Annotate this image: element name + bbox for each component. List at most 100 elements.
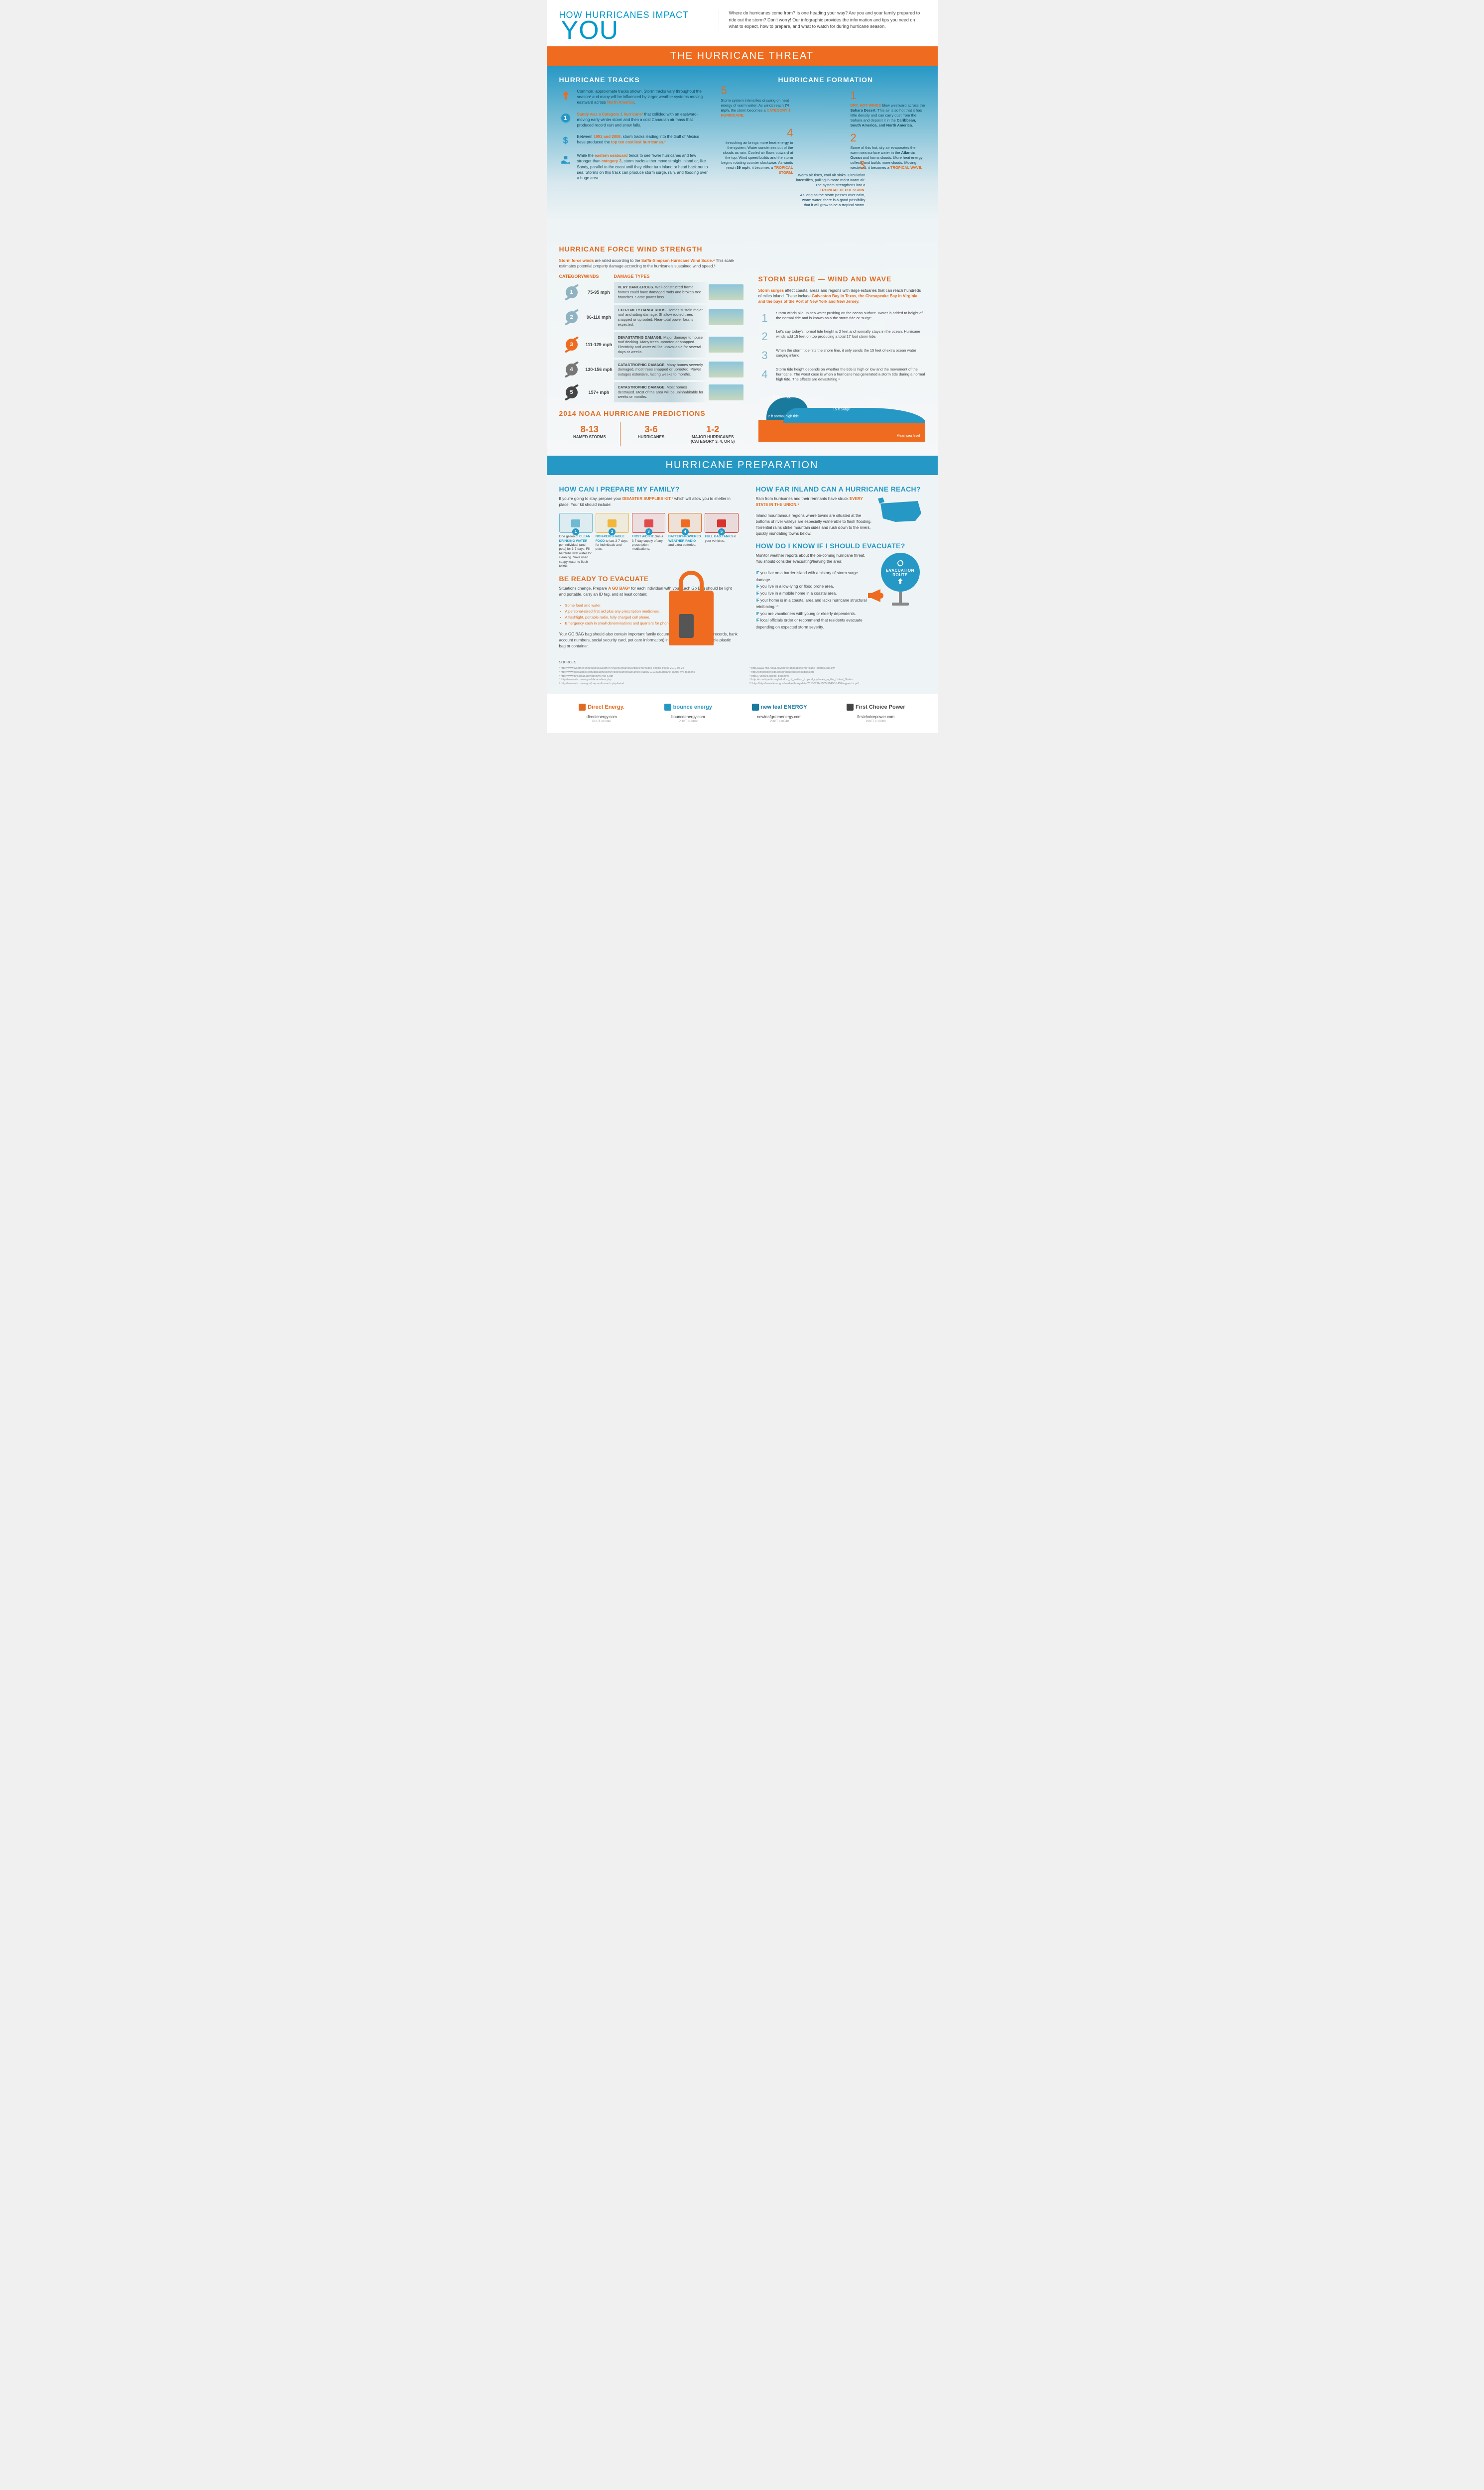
damage-description: DEVASTATING DAMAGE. Major damage to hous… [614, 332, 709, 358]
source-line: ⁶ http://www.nhc.noaa.gov/surge/animatio… [749, 667, 925, 671]
hurricane-formation-block: HURRICANE FORMATION 1DRY, HOT WINDS blow… [724, 76, 925, 235]
kit-item-4: 4 BATTERY-POWERED WEATHER RADIO and extr… [668, 513, 702, 569]
evac-sign-l1: EVACUATION [886, 568, 914, 573]
surge-intro: Storm surges affect coastal areas and re… [758, 288, 925, 305]
sponsor-url: newleafgreenenergy.com [752, 715, 807, 719]
surge-step-number: 3 [758, 348, 771, 363]
kit-number: 1 [572, 528, 579, 535]
kit-number: 2 [609, 528, 616, 535]
noaa-stat: 3-6HURRICANES [620, 422, 682, 446]
reach-title: HOW FAR INLAND CAN A HURRICANE REACH? [756, 485, 925, 493]
step-tail: As long as the storm passes over calm, w… [800, 193, 866, 207]
category-badge-3: 3 [566, 339, 578, 351]
noaa-label: MAJOR HURRICANES (CATEGORY 3, 4, OR 5) [687, 435, 739, 444]
wind-speed: 96-110 mph [584, 315, 614, 320]
brand-icon [752, 704, 759, 711]
surge-step-text: Let's say today's normal tide height is … [776, 329, 925, 344]
track-item: $Between 1992 and 2008, storm tracks lea… [559, 134, 709, 147]
kit-icon: 5 [705, 513, 738, 533]
surge-step: 1Storm winds pile up sea water pushing o… [758, 311, 925, 326]
prep-family-intro: If you're going to stay, prepare your DI… [559, 496, 739, 508]
source-line: ¹⁰ http://http://www.fema.gov/media-libr… [749, 682, 925, 686]
damage-description: VERY DANGEROUS. Well-constructed frame h… [614, 282, 709, 302]
damage-description: CATASTROPHIC DAMAGE. Many homes severely… [614, 360, 709, 380]
track-text: While the eastern seaboard tends to see … [577, 153, 709, 181]
wind-title: HURRICANE FORCE WIND STRENGTH [559, 245, 743, 253]
footer-sponsors: Direct Energy. directenergy.com PUCT #10… [547, 694, 938, 733]
wind-speed: 157+ mph [584, 390, 614, 395]
step-number: 1 [851, 88, 925, 103]
noaa-number: 8-13 [564, 424, 616, 435]
wind-category-row: 3 111-129 mph DEVASTATING DAMAGE. Major … [559, 332, 743, 358]
wind-category-row: 5 157+ mph CATASTROPHIC DAMAGE. Most hom… [559, 382, 743, 402]
surge-step-text: Storm winds pile up sea water pushing on… [776, 311, 925, 326]
step-highlight: TROPICAL STORM. [774, 165, 793, 175]
threat-section: HURRICANE TRACKS Common, approximate tra… [547, 66, 938, 456]
source-line: ⁵ http://www.nhc.noaa.gov/prepare/hazard… [559, 682, 735, 686]
step-highlight: TROPICAL WAVE. [890, 165, 922, 170]
category-badge-2: 2 [566, 311, 578, 323]
kit-item-2: 2 NON-PERISHABLE FOOD to last 3-7 days f… [596, 513, 629, 569]
kit-number: 5 [718, 528, 725, 535]
surge-step-text: Storm tide height depends on whether the… [776, 367, 925, 382]
damage-illustration [709, 384, 743, 400]
sponsor-brand: First Choice Power [847, 704, 905, 711]
step-number: 3 [796, 158, 866, 173]
kit-icon: 3 [632, 513, 665, 533]
source-line: ¹ http://www.weather.com/outlook/weather… [559, 667, 735, 671]
wind-speed: 75-95 mph [584, 290, 614, 295]
surge-title: STORM SURGE — WIND AND WAVE [758, 275, 925, 283]
sponsor-url: bounceenergy.com [664, 715, 712, 719]
category-badge-5: 5 [566, 386, 578, 398]
kit-number: 3 [645, 528, 652, 535]
noaa-label: NAMED STORMS [564, 435, 616, 439]
surge-step-number: 2 [758, 329, 771, 344]
kit-text: FIRST AID KIT plus a 3-7 day supply of a… [632, 535, 665, 552]
wind-speed: 111-129 mph [584, 342, 614, 347]
wind-category-row: 2 96-110 mph EXTREMELY DANGEROUS. Homes … [559, 305, 743, 330]
brand-icon [847, 704, 854, 711]
sponsor-item: new leaf ENERGY newleafgreenenergy.com P… [752, 704, 807, 723]
category-badge-1: 1 [566, 286, 578, 298]
kit-text: FULL GAS TANKS in your vehicles. [705, 535, 738, 543]
step-title: DRY, HOT WINDS [851, 103, 881, 108]
dollar-icon: $ [563, 135, 568, 146]
formation-step-4: 4In-rushing air brings more heat energy … [721, 125, 793, 176]
wind-table-header: CATEGORY WINDS DAMAGE TYPES [559, 274, 743, 279]
kit-number: 4 [682, 528, 689, 535]
step-text: Warm air rises, cool air sinks. Circulat… [796, 173, 866, 187]
wave-icon [560, 154, 571, 165]
formation-step-1: 1DRY, HOT WINDS blow westward across the… [851, 88, 925, 128]
surge-step-text: When the storm tide hits the shore line,… [776, 348, 925, 363]
noaa-stat: 1-2MAJOR HURRICANES (CATEGORY 3, 4, OR 5… [682, 422, 743, 446]
title-big: YOU [561, 20, 619, 41]
infographic-page: HOW HURRICANES IMPACTYOU Where do hurric… [547, 0, 938, 733]
page-title: HOW HURRICANES IMPACTYOU [559, 10, 709, 41]
header: HOW HURRICANES IMPACTYOU Where do hurric… [547, 0, 938, 46]
wind-category-row: 4 130-156 mph CATASTROPHIC DAMAGE. Many … [559, 360, 743, 380]
damage-illustration [709, 309, 743, 325]
source-line: ² http://www.globalpost.com/dispatch/new… [559, 671, 735, 675]
damage-illustration [709, 337, 743, 353]
disaster-kit-row: 1 One gallon of CLEAN DRINKING WATER per… [559, 513, 739, 569]
sponsor-brand: Direct Energy. [579, 704, 624, 711]
kit-icon: 1 [559, 513, 593, 533]
sources-label: SOURCES [559, 660, 925, 665]
arrow-up-icon [897, 577, 904, 584]
category-1-badge: 1 [560, 113, 571, 124]
noaa-number: 3-6 [625, 424, 677, 435]
kit-icon: 4 [668, 513, 702, 533]
kit-text: One gallon of CLEAN DRINKING WATER per i… [559, 535, 593, 569]
wind-category-row: 1 75-95 mph VERY DANGEROUS. Well-constru… [559, 282, 743, 302]
label-surge: 15 ft Surge [833, 408, 850, 411]
wind-intro: Storm force winds are rated according to… [559, 258, 743, 269]
sponsor-item: Direct Energy. directenergy.com PUCT #10… [579, 704, 624, 723]
col-winds: WINDS [584, 274, 614, 279]
step-number: 5 [721, 83, 796, 98]
category-badge-4: 4 [566, 364, 578, 375]
brand-icon [664, 704, 671, 711]
step-number: 4 [721, 125, 793, 140]
prep-section: HOW CAN I PREPARE MY FAMILY? If you're g… [547, 475, 938, 694]
know-evac-title: HOW DO I KNOW IF I SHOULD EVACUATE? [756, 542, 925, 550]
kit-item-3: 3 FIRST AID KIT plus a 3-7 day supply of… [632, 513, 665, 569]
